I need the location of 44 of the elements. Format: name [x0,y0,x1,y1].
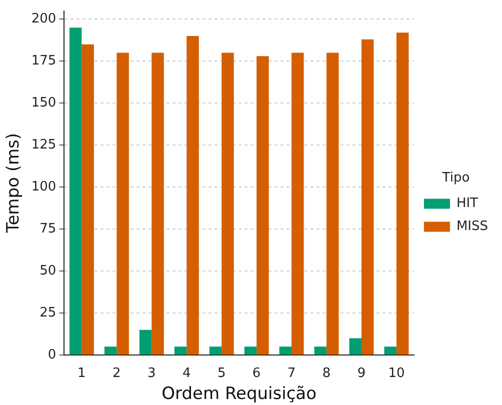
x-tick-label: 10 [388,366,405,382]
x-tick-label: 4 [182,366,191,382]
y-tick-label: 25 [40,305,56,320]
x-tick-label: 5 [217,366,226,382]
bar [396,32,409,355]
bar [314,346,327,355]
bar [174,346,187,355]
y-tick-label: 200 [31,12,56,27]
y-tick-label: 50 [40,263,56,278]
bar [361,39,374,355]
x-tick-label: 9 [357,366,366,382]
legend-label: MISS [456,219,488,234]
bar [209,346,222,355]
bar [292,52,304,355]
y-tick-label: 125 [31,137,56,152]
bar [244,346,257,355]
y-axis-title: Tempo (ms) [4,133,24,234]
bar [152,52,164,355]
bar [186,36,199,355]
bar [384,346,396,355]
bar [256,56,269,355]
y-tick-label: 175 [31,54,56,69]
x-tick-label: 6 [252,366,261,382]
y-tick-label: 150 [31,96,56,111]
legend-label: HIT [456,196,478,212]
x-tick-label: 1 [78,366,86,382]
bar [222,52,234,355]
x-tick-label: 3 [148,366,156,382]
bar [326,52,339,355]
bar [139,330,152,355]
y-tick-label: 0 [48,347,56,362]
y-tick-label: 75 [40,221,56,236]
x-tick-label: 7 [287,366,296,382]
x-tick-label: 8 [322,366,331,382]
bar [116,52,129,355]
y-tick-label: 100 [31,179,56,194]
bar [349,338,362,355]
bar [279,346,292,355]
x-axis-title: Ordem Requisição [162,384,316,404]
bar [69,28,82,355]
bar [82,44,94,355]
x-tick-label: 2 [112,366,121,382]
bar [104,346,117,355]
legend-title: Tipo [441,170,470,186]
